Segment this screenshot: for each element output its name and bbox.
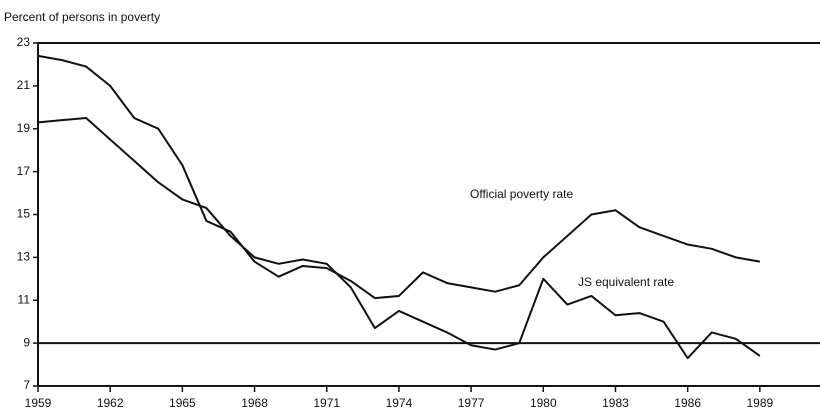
y-tick-label: 11	[18, 292, 31, 306]
y-tick-label: 9	[23, 335, 30, 349]
x-tick-label: 1959	[25, 396, 52, 410]
x-tick-label: 1974	[386, 396, 413, 410]
series-label: JS equivalent rate	[578, 275, 674, 289]
x-tick-label: 1962	[97, 396, 124, 410]
y-tick-label: 15	[17, 207, 31, 221]
y-tick-label: 19	[17, 121, 31, 135]
series-label: Official poverty rate	[470, 187, 573, 201]
x-tick-label: 1980	[530, 396, 557, 410]
x-tick-label: 1968	[241, 396, 268, 410]
x-tick-label: 1977	[458, 396, 485, 410]
y-tick-label: 13	[17, 250, 31, 264]
y-axis-label: Percent of persons in poverty	[4, 10, 160, 24]
x-tick-label: 1965	[169, 396, 196, 410]
y-tick-label: 23	[17, 35, 31, 49]
data-line	[37, 117, 761, 360]
y-tick-label: 17	[17, 164, 31, 178]
x-tick-label: 1971	[313, 396, 340, 410]
x-tick-label: 1989	[746, 396, 773, 410]
x-tick-label: 1986	[674, 396, 701, 410]
y-tick-label: 21	[17, 78, 31, 92]
y-tick-label: 7	[23, 378, 30, 392]
data-line	[37, 54, 761, 300]
x-tick-label: 1983	[602, 396, 629, 410]
